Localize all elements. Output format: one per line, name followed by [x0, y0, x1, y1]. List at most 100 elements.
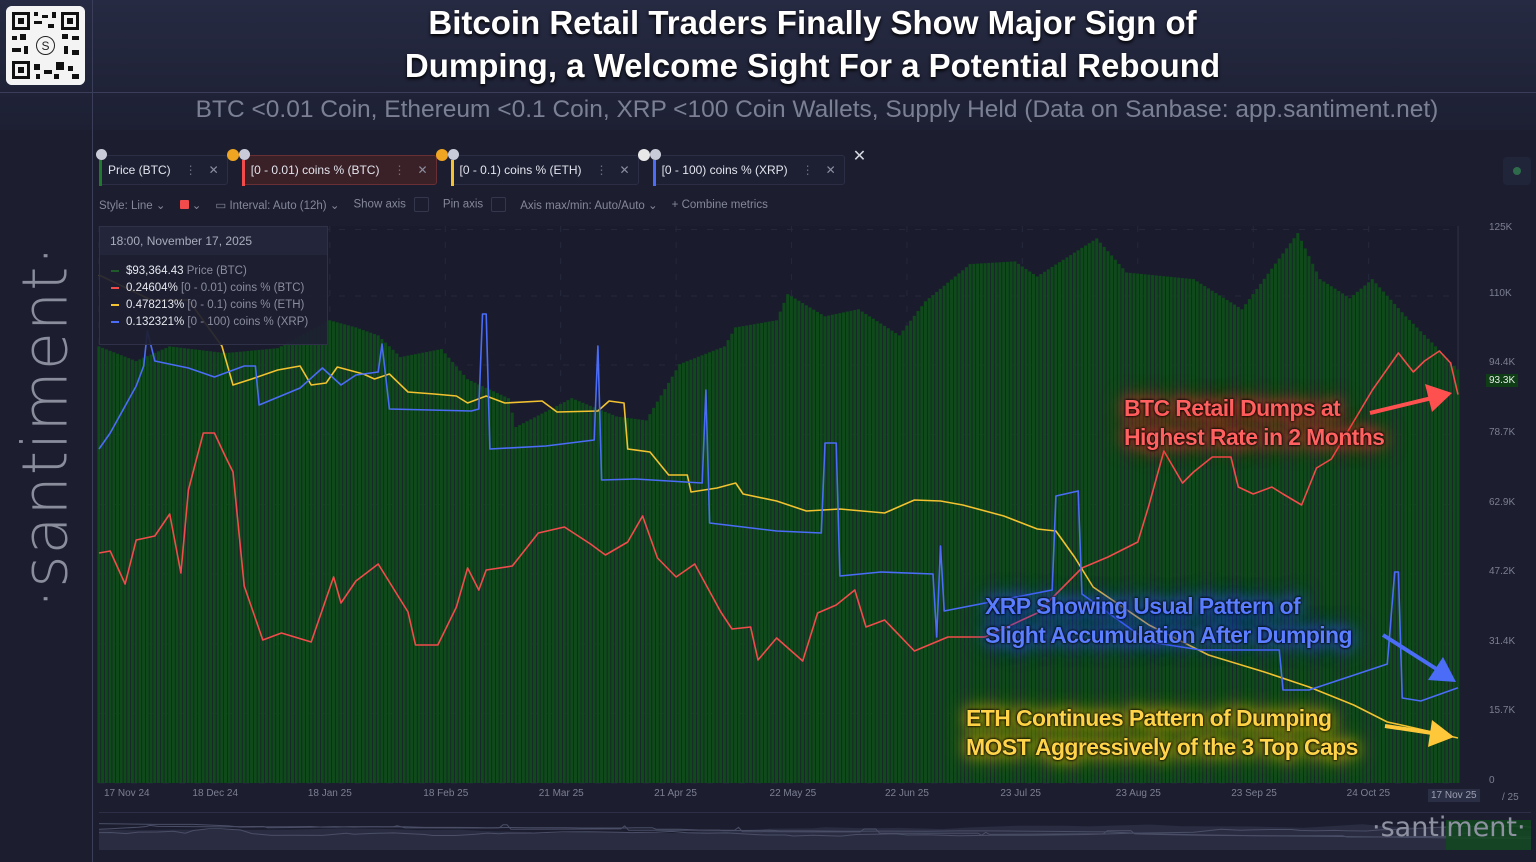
price-bar — [674, 370, 678, 783]
series-color-indicator — [241, 160, 245, 186]
remove-metric-icon[interactable]: ✕ — [619, 163, 630, 177]
more-options-icon[interactable]: ⋮ — [184, 163, 197, 177]
price-bar — [853, 310, 857, 783]
price-bar — [134, 361, 138, 783]
price-bar — [331, 321, 335, 783]
legend-row-eth: 0.478213% [0 - 0.1) coins % (ETH) — [100, 297, 327, 314]
price-bar — [365, 331, 369, 783]
combine-label: Combine metrics — [681, 198, 768, 211]
tab-eth-retail[interactable]: [0 - 0.1) coins % (ETH) ⋮ ✕ — [435, 149, 639, 186]
legend-label: [0 - 0.1) coins % (ETH) — [187, 299, 305, 311]
price-bar — [715, 349, 719, 783]
axis-minmax-dropdown[interactable]: Axis max/min: Auto/Auto ⌄ — [520, 198, 657, 212]
price-bar — [912, 315, 916, 783]
price-bar — [354, 327, 358, 783]
price-bar — [97, 346, 101, 783]
tab-xrp-retail[interactable]: [0 - 100) coins % (XRP) ⋮ ✕ — [637, 149, 845, 186]
price-bar — [384, 342, 388, 783]
remove-metric-icon[interactable]: ✕ — [417, 163, 428, 177]
chevron-down-icon: ⌄ — [155, 199, 166, 212]
legend-value: $93,364.43 — [126, 265, 184, 277]
more-options-icon[interactable]: ⋮ — [801, 163, 814, 177]
price-bar — [376, 335, 380, 783]
checkbox[interactable] — [491, 197, 507, 212]
price-bar — [544, 411, 548, 783]
price-bar — [879, 323, 883, 783]
price-bar — [585, 404, 589, 783]
price-bar — [741, 326, 745, 783]
price-bar — [1292, 238, 1296, 783]
eth-annotation-arrow — [1384, 720, 1454, 747]
price-bar — [756, 323, 760, 783]
price-bar — [160, 349, 164, 783]
price-bar — [797, 300, 801, 783]
price-bar — [492, 391, 496, 783]
price-bar — [112, 352, 116, 783]
interval-dropdown[interactable]: ▭ Interval: Auto (12h) ⌄ — [215, 198, 339, 212]
remove-metric-icon[interactable]: ✕ — [208, 163, 219, 177]
price-bar — [808, 307, 812, 783]
price-bar — [1374, 283, 1378, 783]
price-bar — [339, 323, 343, 783]
price-bar — [1393, 303, 1397, 783]
annotation-line: BTC Retail Dumps at — [1124, 395, 1341, 421]
style-dropdown[interactable]: Style: Line ⌄ — [99, 198, 166, 212]
close-all-icon[interactable]: ✕ — [852, 148, 867, 165]
y-tick-label: 47.2K — [1489, 566, 1516, 577]
y-tick-label: 110K — [1489, 287, 1512, 299]
lock-icon — [649, 149, 661, 160]
show-axis-toggle[interactable]: Show axis — [353, 197, 429, 212]
price-bar — [1407, 320, 1411, 783]
price-bar — [425, 351, 429, 783]
tab-price-btc[interactable]: Price (BTC) ⋮ ✕ — [96, 149, 228, 186]
x-tick-label: 18 Feb 25 — [423, 788, 469, 799]
price-bar — [815, 311, 819, 783]
price-bar — [302, 334, 306, 783]
price-bar — [1385, 295, 1389, 783]
price-bar — [406, 355, 410, 783]
more-options-icon[interactable]: ⋮ — [393, 163, 406, 177]
tab-btc-retail[interactable]: [0 - 0.01) coins % (BTC) ⋮ ✕ — [226, 149, 437, 186]
status-button[interactable] — [1503, 157, 1531, 185]
price-bar — [119, 355, 123, 783]
price-bar — [156, 351, 160, 783]
tab-label: [0 - 100) coins % (XRP) — [661, 163, 788, 177]
price-bar — [421, 352, 425, 783]
y-tick-label: 0 — [1489, 775, 1495, 786]
price-bar — [190, 349, 194, 783]
price-bar — [447, 357, 451, 783]
price-bar — [551, 407, 555, 783]
legend-label: Price (BTC) — [186, 265, 247, 277]
price-bar — [227, 352, 231, 783]
chevron-down-icon: ⌄ — [329, 199, 340, 212]
price-bar — [961, 270, 965, 784]
annotation-line: XRP Showing Usual Pattern of — [985, 593, 1301, 619]
more-options-icon[interactable]: ⋮ — [595, 163, 608, 177]
price-bar — [369, 332, 373, 783]
price-bar — [901, 330, 905, 783]
price-bar — [745, 325, 749, 783]
remove-metric-icon[interactable]: ✕ — [825, 163, 836, 177]
checkbox[interactable] — [413, 197, 429, 212]
pin-axis-toggle[interactable]: Pin axis — [443, 197, 507, 212]
price-bar — [410, 354, 414, 783]
x-tick-label: / 25 — [1502, 792, 1519, 803]
price-bar — [1381, 291, 1385, 783]
price-bar — [547, 409, 551, 783]
price-bar — [484, 387, 488, 783]
price-bar — [503, 396, 507, 783]
price-bar — [477, 384, 481, 783]
price-bar — [868, 316, 872, 783]
price-bar — [1367, 282, 1371, 783]
color-picker[interactable]: ⌄ — [179, 198, 201, 212]
y-tick-label: 62.9K — [1489, 496, 1516, 508]
price-bar — [1378, 287, 1382, 783]
price-bar — [320, 324, 324, 783]
price-bar — [518, 425, 522, 783]
series-color-indicator — [99, 160, 102, 186]
y-tick-label: 125K — [1489, 221, 1513, 233]
price-bar — [789, 296, 793, 783]
timeline-navigator[interactable] — [99, 812, 1531, 855]
price-bar — [495, 393, 499, 783]
combine-metrics-button[interactable]: + Combine metrics — [672, 199, 768, 211]
